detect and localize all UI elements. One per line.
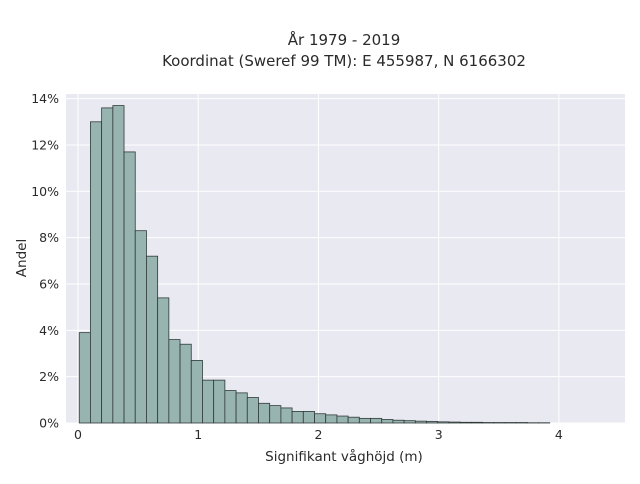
histogram-bar bbox=[270, 406, 281, 423]
histogram-bar bbox=[169, 340, 180, 423]
y-tick-label: 4% bbox=[39, 323, 59, 338]
x-tick-label: 2 bbox=[314, 427, 322, 442]
histogram-bar bbox=[102, 108, 113, 423]
y-tick-label: 12% bbox=[31, 137, 59, 152]
y-tick-label: 0% bbox=[39, 416, 59, 431]
histogram-bar bbox=[415, 421, 426, 423]
y-axis-label: Andel bbox=[14, 239, 30, 277]
histogram-bar bbox=[90, 122, 101, 423]
x-axis-ticks: 0 1 2 3 4 bbox=[74, 427, 563, 442]
y-tick-label: 2% bbox=[39, 369, 59, 384]
histogram-bar bbox=[236, 393, 247, 423]
chart-subtitle: Koordinat (Sweref 99 TM): E 455987, N 61… bbox=[162, 52, 526, 70]
histogram-bar bbox=[225, 391, 236, 423]
y-tick-label: 10% bbox=[31, 184, 59, 199]
x-tick-label: 1 bbox=[194, 427, 202, 442]
chart-title: År 1979 - 2019 bbox=[288, 30, 401, 49]
histogram-bar bbox=[247, 398, 258, 423]
histogram-bar bbox=[303, 411, 314, 423]
histogram-bar bbox=[146, 256, 157, 423]
histogram-bar bbox=[371, 418, 382, 423]
x-tick-label: 0 bbox=[74, 427, 82, 442]
histogram-bar bbox=[471, 422, 482, 423]
histogram-bar bbox=[214, 380, 225, 423]
histogram-bar bbox=[438, 422, 449, 423]
x-tick-label: 4 bbox=[555, 427, 563, 442]
histogram-bar bbox=[292, 411, 303, 423]
histogram-bar bbox=[202, 380, 213, 423]
histogram-bar bbox=[124, 152, 135, 423]
histogram-bar bbox=[135, 231, 146, 423]
y-axis-ticks: 0% 2% 4% 6% 8% 10% 12% 14% bbox=[31, 91, 59, 430]
histogram-bar bbox=[393, 420, 404, 423]
histogram-bar bbox=[460, 422, 471, 423]
histogram-bar bbox=[404, 421, 415, 423]
histogram-bar bbox=[315, 414, 326, 423]
histogram-bar bbox=[359, 418, 370, 423]
histogram-bar bbox=[326, 415, 337, 423]
y-tick-label: 6% bbox=[39, 276, 59, 291]
x-tick-label: 3 bbox=[435, 427, 443, 442]
histogram-bar bbox=[427, 421, 438, 423]
x-axis-label: Signifikant våghöjd (m) bbox=[265, 448, 423, 465]
histogram-bar bbox=[180, 344, 191, 423]
histogram-bar bbox=[281, 408, 292, 423]
histogram-bar bbox=[258, 403, 269, 423]
histogram-bar bbox=[337, 416, 348, 423]
y-tick-label: 14% bbox=[31, 91, 59, 106]
y-tick-label: 8% bbox=[39, 230, 59, 245]
histogram-bar bbox=[191, 360, 202, 423]
histogram-bar bbox=[348, 417, 359, 423]
histogram-bar bbox=[158, 298, 169, 423]
histogram-bar bbox=[113, 106, 124, 423]
histogram-bar bbox=[449, 422, 460, 423]
histogram-bar bbox=[79, 333, 90, 423]
histogram-bar bbox=[382, 420, 393, 423]
